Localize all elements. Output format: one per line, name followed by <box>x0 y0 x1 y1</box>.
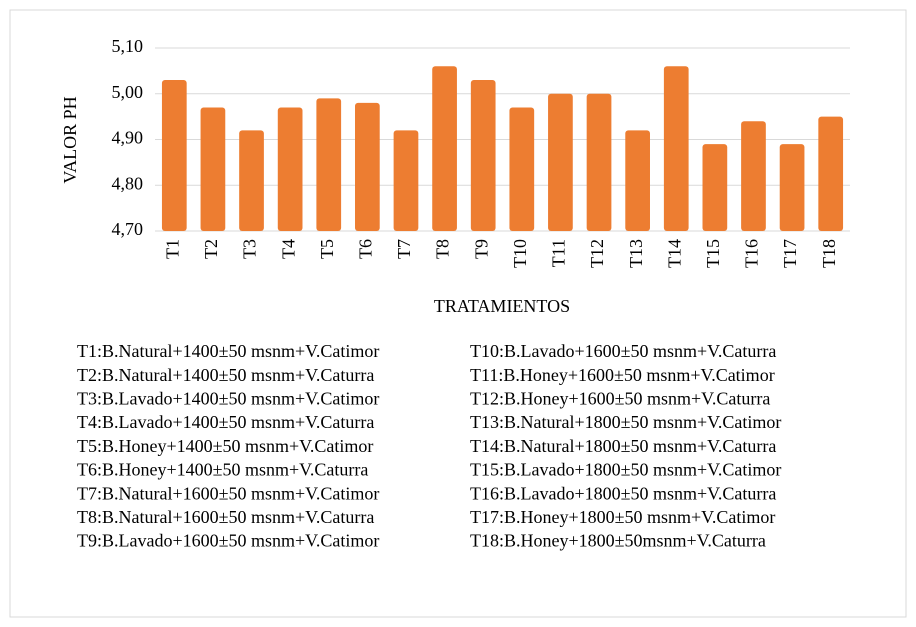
x-tick-label: T7 <box>394 239 414 259</box>
bar <box>161 80 187 232</box>
treatment-note: T18:B.Honey+1800±50msnm+V.Caturra <box>470 531 766 551</box>
x-tick-label: T11 <box>549 239 569 267</box>
y-tick-label: 4,90 <box>112 128 144 148</box>
treatment-note: T1:B.Natural+1400±50 msnm+V.Catimor <box>77 341 379 361</box>
x-tick-label: T5 <box>317 239 337 259</box>
bar <box>355 102 380 232</box>
x-tick-label: T2 <box>201 239 221 259</box>
bar <box>432 66 457 231</box>
x-tick-label: T1 <box>162 239 182 259</box>
y-tick-label: 5,10 <box>112 36 144 56</box>
bar <box>470 80 496 232</box>
treatment-note: T4:B.Lavado+1400±50 msnm+V.Caturra <box>77 412 374 432</box>
bar <box>741 121 766 231</box>
treatment-note: T16:B.Lavado+1800±50 msnm+V.Caturra <box>470 483 776 503</box>
treatment-note: T14:B.Natural+1800±50 msnm+V.Caturra <box>470 436 776 456</box>
x-tick-label: T17 <box>780 239 800 268</box>
x-tick-label: T3 <box>240 239 260 259</box>
bar <box>548 93 573 231</box>
y-axis-title: VALOR PH <box>60 96 80 183</box>
treatment-note: T5:B.Honey+1400±50 msnm+V.Catimor <box>77 436 373 456</box>
treatment-note: T15:B.Lavado+1800±50 msnm+V.Catimor <box>470 460 781 480</box>
y-tick-label: 4,80 <box>112 173 144 193</box>
x-tick-label: T18 <box>819 239 839 268</box>
bar <box>663 66 689 231</box>
treatment-note: T13:B.Natural+1800±50 msnm+V.Catimor <box>470 412 781 432</box>
x-tick-label: T6 <box>355 239 375 259</box>
treatment-note: T6:B.Honey+1400±50 msnm+V.Caturra <box>77 460 368 480</box>
x-axis-title: TRATAMIENTOS <box>434 296 570 316</box>
chart-frame <box>9 9 907 618</box>
x-tick-label: T16 <box>742 239 762 268</box>
bar <box>702 144 728 231</box>
x-tick-label: T8 <box>433 239 453 259</box>
treatment-note: T8:B.Natural+1600±50 msnm+V.Caturra <box>77 507 374 527</box>
treatment-note: T9:B.Lavado+1600±50 msnm+V.Catimor <box>77 531 379 551</box>
treatment-note: T11:B.Honey+1600±50 msnm+V.Catimor <box>470 365 775 385</box>
bar <box>625 130 650 231</box>
bar <box>509 107 535 231</box>
bar <box>277 107 303 231</box>
x-tick-label: T13 <box>626 239 646 268</box>
treatment-note: T17:B.Honey+1800±50 msnm+V.Catimor <box>470 507 775 527</box>
bar <box>586 93 612 231</box>
treatment-note: T2:B.Natural+1400±50 msnm+V.Caturra <box>77 365 374 385</box>
bar <box>818 116 844 231</box>
bar <box>316 98 342 231</box>
treatment-note: T3:B.Lavado+1400±50 msnm+V.Catimor <box>77 389 379 409</box>
bar <box>200 107 226 231</box>
x-tick-label: T14 <box>664 239 684 268</box>
treatment-note: T10:B.Lavado+1600±50 msnm+V.Caturra <box>470 341 776 361</box>
treatment-note: T12:B.Honey+1600±50 msnm+V.Caturra <box>470 389 770 409</box>
x-tick-label: T10 <box>510 239 530 268</box>
bar <box>393 130 419 231</box>
y-tick-label: 5,00 <box>112 82 144 102</box>
x-tick-label: T4 <box>278 239 298 259</box>
bar <box>779 144 805 231</box>
x-tick-label: T12 <box>587 239 607 268</box>
y-tick-label: 4,70 <box>112 219 144 239</box>
treatment-note: T7:B.Natural+1600±50 msnm+V.Catimor <box>77 483 379 503</box>
x-tick-label: T15 <box>703 239 723 268</box>
x-tick-label: T9 <box>471 239 491 259</box>
bar <box>239 130 264 231</box>
